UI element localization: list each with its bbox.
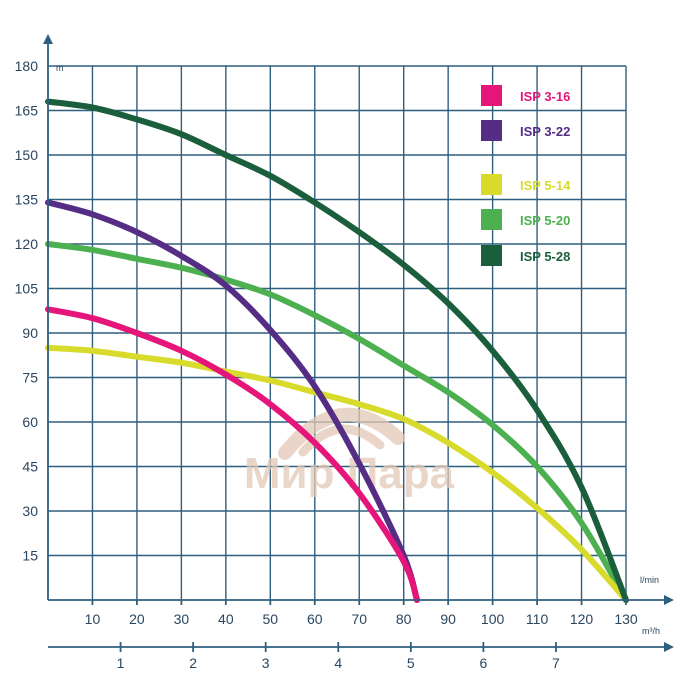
legend-label: ISP 5-14 — [520, 178, 571, 193]
x-tick-label: 90 — [440, 611, 456, 627]
x-tick-label: 50 — [263, 611, 279, 627]
legend-swatch — [481, 120, 502, 141]
x2-tick-label: 7 — [552, 655, 560, 671]
series-line-isp-5-28 — [45, 98, 629, 603]
legend-label: ISP 5-20 — [520, 213, 570, 228]
x2-tick-label: 1 — [117, 655, 125, 671]
x-tick-label: 120 — [570, 611, 594, 627]
y-tick-label: 75 — [22, 370, 38, 386]
x-tick-label: 110 — [526, 611, 549, 627]
series-line-isp-3-22 — [45, 199, 420, 603]
y-tick-label: 180 — [15, 58, 39, 74]
x-axis-unit-label: l/min — [640, 575, 659, 585]
x-tick-label: 100 — [481, 611, 505, 627]
watermark-text: Мир Пара — [244, 449, 455, 498]
y-tick-label: 120 — [15, 236, 39, 252]
y-tick-label: 15 — [22, 548, 38, 564]
x-tick-label: 40 — [218, 611, 234, 627]
y-tick-label: 45 — [22, 459, 38, 475]
x2-tick-label: 6 — [479, 655, 487, 671]
series-line-isp-5-20 — [45, 241, 629, 603]
legend: ISP 3-16 ISP 3-22 ISP 5-14 ISP 5-20 ISP 5-28 — [481, 85, 571, 266]
x-tick-label: 70 — [351, 611, 367, 627]
y-tick-label: 30 — [22, 503, 38, 519]
series-curves — [45, 98, 629, 603]
x2-tick-label: 4 — [334, 655, 342, 671]
y-tick-label: 165 — [15, 103, 39, 119]
series-line-isp-5-14 — [45, 344, 629, 603]
legend-swatch — [481, 174, 502, 195]
x-tick-label: 60 — [307, 611, 323, 627]
x2-tick-label: 3 — [262, 655, 270, 671]
legend-swatch — [481, 85, 502, 106]
x-tick-label: 10 — [85, 611, 101, 627]
y-tick-label: 150 — [15, 147, 39, 163]
series-line-isp-3-16 — [45, 306, 420, 603]
y-tick-label: 60 — [22, 414, 38, 430]
x2-tick-label: 5 — [407, 655, 415, 671]
legend-label: ISP 3-22 — [520, 124, 570, 139]
y-axis-unit-label: m — [56, 63, 64, 73]
legend-swatch — [481, 209, 502, 230]
y-tick-label: 90 — [22, 325, 38, 341]
x-tick-label: 130 — [614, 611, 638, 627]
legend-swatch — [481, 245, 502, 266]
x-tick-label: 80 — [396, 611, 412, 627]
x2-tick-label: 2 — [189, 655, 197, 671]
legend-label: ISP 3-16 — [520, 89, 570, 104]
x-tick-label: 20 — [129, 611, 145, 627]
x-tick-label: 30 — [174, 611, 190, 627]
legend-label: ISP 5-28 — [520, 249, 570, 264]
watermark-arc-outer-icon — [278, 407, 405, 460]
y-tick-label: 135 — [15, 192, 39, 208]
y-tick-label: 105 — [15, 281, 39, 297]
x2-axis-unit-label: m³/h — [642, 626, 660, 636]
